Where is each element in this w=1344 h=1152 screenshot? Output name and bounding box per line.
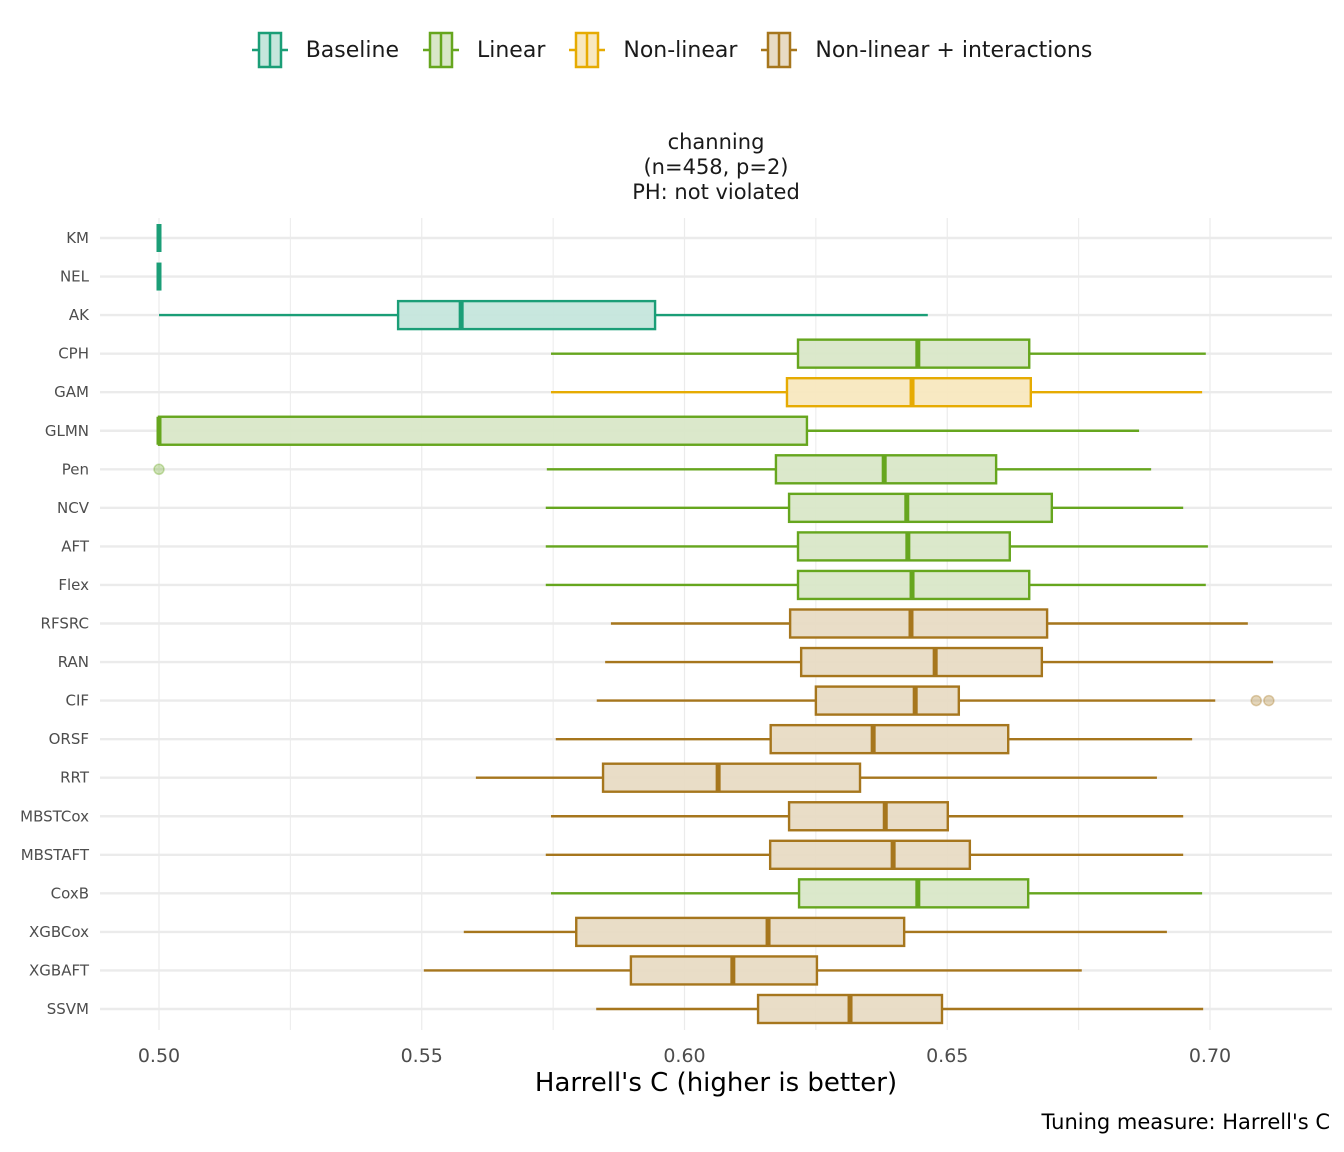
box-gam: GAM xyxy=(54,377,1203,408)
box-ran: RAN xyxy=(58,646,1274,678)
iqr-box xyxy=(396,299,657,331)
x-tick-label: 0.70 xyxy=(1189,1045,1231,1067)
y-tick-label: XGBCox xyxy=(29,923,89,941)
iqr-box xyxy=(601,762,862,793)
iqr-box xyxy=(629,955,819,986)
box-cph: CPH xyxy=(58,338,1206,369)
y-tick-label: CoxB xyxy=(51,884,89,902)
caption: Tuning measure: Harrell's C xyxy=(1041,1110,1330,1134)
box-mbstaft: MBSTAFT xyxy=(21,839,1184,870)
box-ncv: NCV xyxy=(57,492,1184,524)
box-rfsrc: RFSRC xyxy=(41,608,1248,639)
iqr-box xyxy=(768,839,972,870)
y-tick-label: MBSTAFT xyxy=(21,846,90,864)
box-ak: AK xyxy=(69,299,928,331)
x-tick-label: 0.60 xyxy=(663,1045,705,1067)
box-rrt: RRT xyxy=(60,762,1157,793)
y-tick-label: RAN xyxy=(58,653,89,671)
facet-strip: channing (n=458, p=2) PH: not violated xyxy=(100,130,1332,205)
box-coxb: CoxB xyxy=(51,878,1203,909)
box-mbstcox: MBSTCox xyxy=(20,801,1184,832)
y-tick-label: NEL xyxy=(60,268,90,286)
box-glmn: GLMN xyxy=(45,415,1140,446)
outlier-point xyxy=(153,463,165,476)
legend-item-non-linear: Non-linear xyxy=(569,30,737,70)
outlier-point xyxy=(1250,694,1262,707)
iqr-box xyxy=(787,801,949,832)
legend-item-baseline: Baseline xyxy=(251,30,399,70)
y-tick-label: XGBAFT xyxy=(29,961,90,979)
y-tick-label: GLMN xyxy=(45,422,89,440)
box-xgbcox: XGBCox xyxy=(29,916,1167,948)
iqr-box xyxy=(769,723,1010,755)
x-tick-label: 0.55 xyxy=(401,1045,443,1067)
box-pen: Pen xyxy=(62,454,1152,485)
y-tick-label: NCV xyxy=(57,499,90,517)
iqr-box xyxy=(157,415,809,446)
iqr-box xyxy=(814,685,961,716)
iqr-box xyxy=(575,916,906,948)
legend-item-linear: Linear xyxy=(422,30,546,70)
box-flex: Flex xyxy=(58,569,1206,601)
legend-key-baseline xyxy=(251,31,288,69)
y-tick-label: MBSTCox xyxy=(20,807,89,825)
legend-label: Linear xyxy=(476,37,546,63)
box-ssvm: SSVM xyxy=(47,993,1204,1025)
legend-key-non-linear xyxy=(569,31,606,69)
strip-dataset-size: (n=458, p=2) xyxy=(643,155,789,179)
legend-label: Baseline xyxy=(305,37,399,63)
legend-key-non-linear-interactions xyxy=(761,31,798,69)
box-nel: NEL xyxy=(60,262,162,291)
y-tick-label: CIF xyxy=(65,692,89,710)
y-tick-label: RRT xyxy=(60,769,90,787)
outlier-point xyxy=(1263,694,1275,707)
y-tick-label: AFT xyxy=(61,537,90,555)
iqr-box xyxy=(796,531,1011,562)
box-km: KM xyxy=(66,224,162,252)
y-tick-label: CPH xyxy=(58,345,89,363)
y-tick-label: AK xyxy=(69,306,90,324)
iqr-box xyxy=(788,608,1049,639)
box-aft: AFT xyxy=(61,531,1208,562)
iqr-box xyxy=(797,878,1030,909)
legend-label: Non-linear + interactions xyxy=(815,37,1093,63)
legend-item-non-linear-interactions: Non-linear + interactions xyxy=(761,30,1092,70)
x-tick-label: 0.65 xyxy=(926,1045,968,1067)
legend: Baseline Linear Non-linear Non-linear + … xyxy=(0,30,1344,70)
y-tick-label: KM xyxy=(66,229,89,247)
y-tick-label: Flex xyxy=(58,576,89,594)
box-orsf: ORSF xyxy=(49,723,1193,755)
box-xgbaft: XGBAFT xyxy=(29,955,1082,986)
legend-label: Non-linear xyxy=(623,37,738,63)
y-tick-label: Pen xyxy=(62,460,89,478)
x-axis-title: Harrell's C (higher is better) xyxy=(534,1068,898,1098)
iqr-box xyxy=(799,646,1044,678)
iqr-box xyxy=(785,377,1033,408)
y-tick-label: RFSRC xyxy=(41,615,89,633)
iqr-box xyxy=(796,338,1031,369)
box-cif: CIF xyxy=(65,685,1275,716)
strip-dataset-name: channing xyxy=(667,130,765,154)
x-tick-label: 0.50 xyxy=(138,1045,180,1067)
y-tick-label: SSVM xyxy=(47,1000,89,1018)
y-tick-label: ORSF xyxy=(49,730,89,748)
strip-ph-status: PH: not violated xyxy=(632,180,800,204)
legend-key-linear xyxy=(422,31,459,69)
iqr-box xyxy=(787,492,1054,524)
y-tick-label: GAM xyxy=(54,383,89,401)
